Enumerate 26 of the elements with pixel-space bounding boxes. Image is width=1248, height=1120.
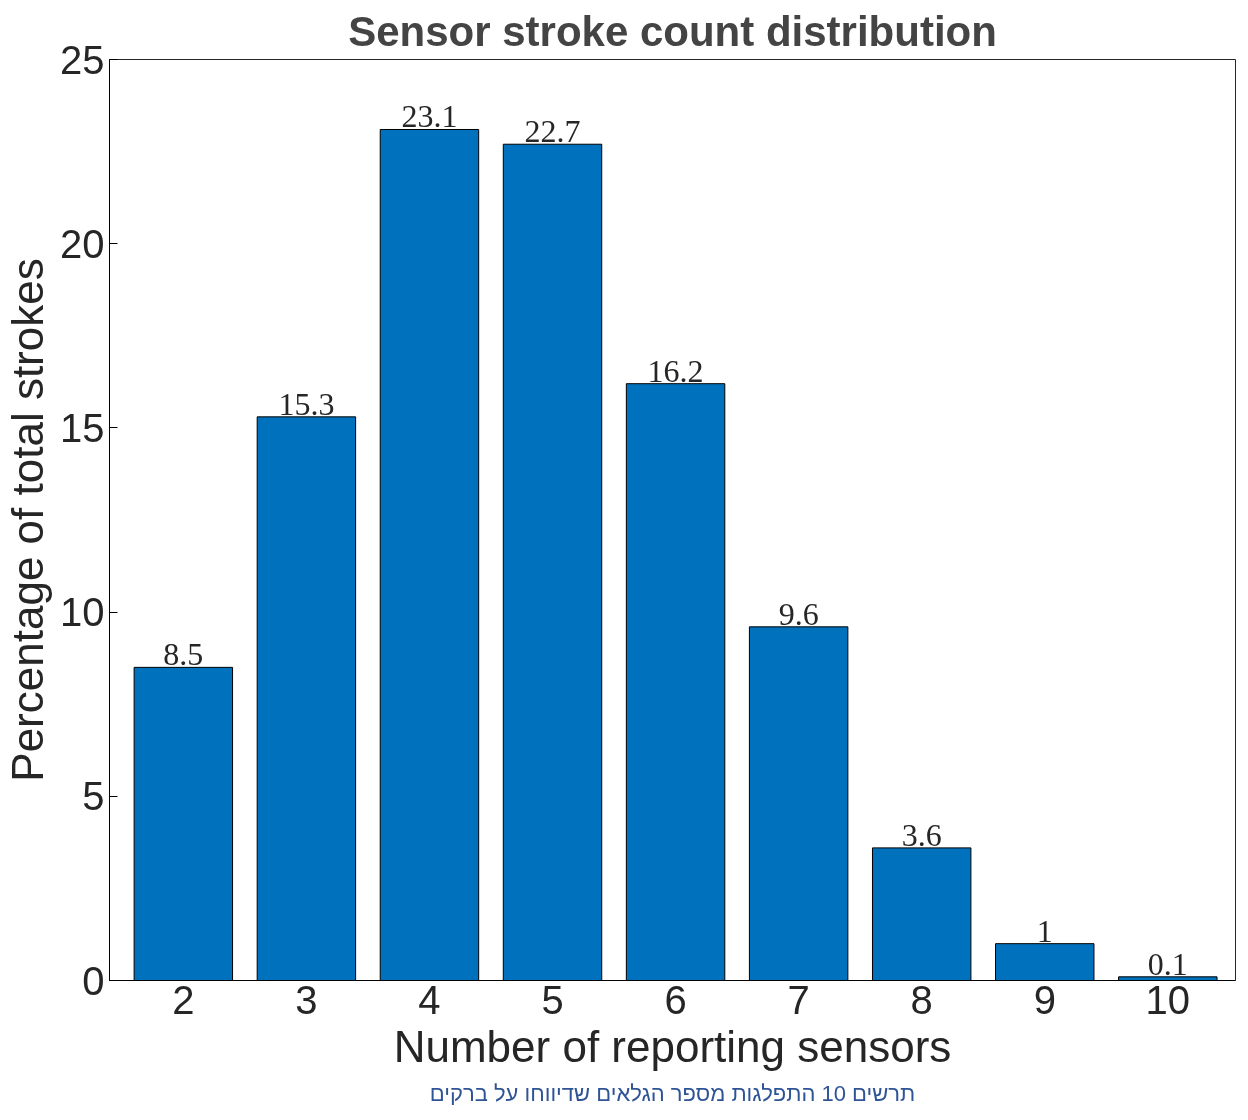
x-tick-label: 7 (787, 977, 810, 1022)
data-label: 9.6 (778, 595, 819, 632)
x-tick-label: 6 (664, 977, 687, 1022)
x-tick-label: 4 (418, 977, 441, 1022)
y-tick-label: 0 (82, 958, 105, 1003)
data-label: 8.5 (163, 636, 204, 673)
x-tick-label: 3 (295, 977, 318, 1022)
text: תרשים 10 התפלגות מספר הגלאים שדיווחו על ברקים (429, 1080, 916, 1106)
y-tick-label: 5 (82, 774, 105, 819)
x-tick-label: 2 (172, 977, 195, 1022)
data-label: 1 (1036, 912, 1053, 949)
data-label: 3.6 (901, 816, 942, 853)
x-tick-label: 5 (541, 977, 564, 1022)
data-label: 16.2 (647, 352, 704, 389)
y-tick-label: 25 (60, 37, 105, 82)
x-tick-label: 9 (1033, 977, 1056, 1022)
x-tick-label: 8 (910, 977, 933, 1022)
data-label: 15.3 (278, 385, 335, 422)
chart-title: Sensor stroke count distribution (348, 7, 997, 55)
y-tick-label: 10 (60, 590, 105, 635)
data-label: 23.1 (401, 98, 458, 135)
data-label: 22.7 (524, 113, 581, 150)
y-axis-title: Percentage of total strokes (3, 258, 53, 782)
y-tick-label: 20 (60, 221, 105, 266)
y-tick-label: 15 (60, 405, 105, 450)
x-axis-title: Number of reporting sensors (393, 1021, 952, 1071)
